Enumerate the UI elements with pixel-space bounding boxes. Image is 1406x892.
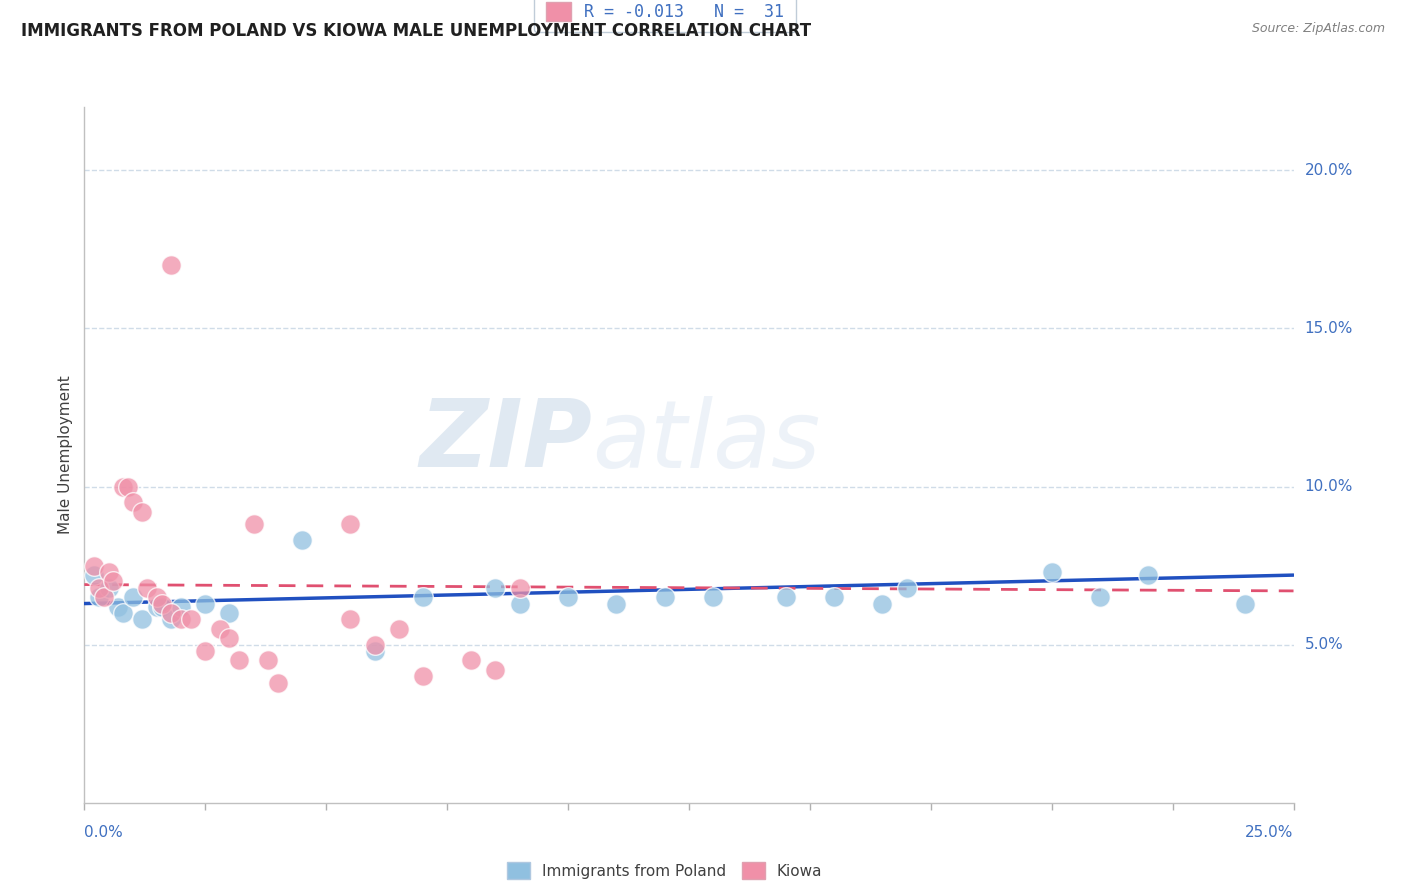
Point	[363, 638, 385, 652]
Point	[1088, 591, 1111, 605]
Point	[194, 644, 217, 658]
Point	[136, 581, 159, 595]
Point	[170, 612, 193, 626]
Point	[194, 597, 217, 611]
Point	[412, 669, 434, 683]
Point	[509, 581, 531, 595]
Text: Source: ZipAtlas.com: Source: ZipAtlas.com	[1251, 22, 1385, 36]
Point	[412, 591, 434, 605]
Point	[388, 622, 411, 636]
Point	[896, 581, 918, 595]
Point	[872, 597, 894, 611]
Text: 0.0%: 0.0%	[84, 825, 124, 840]
Point	[1234, 597, 1257, 611]
Point	[1040, 565, 1063, 579]
Point	[97, 581, 120, 595]
Point	[484, 581, 506, 595]
Text: 15.0%: 15.0%	[1305, 321, 1353, 336]
Point	[131, 505, 153, 519]
Point	[363, 644, 385, 658]
Point	[339, 612, 361, 626]
Text: 25.0%: 25.0%	[1246, 825, 1294, 840]
Point	[702, 591, 724, 605]
Point	[117, 479, 139, 493]
Point	[218, 606, 240, 620]
Point	[267, 675, 290, 690]
Point	[208, 622, 231, 636]
Point	[775, 591, 797, 605]
Point	[557, 591, 579, 605]
Text: 10.0%: 10.0%	[1305, 479, 1353, 494]
Point	[150, 597, 173, 611]
Y-axis label: Male Unemployment: Male Unemployment	[58, 376, 73, 534]
Point	[146, 591, 169, 605]
Text: atlas: atlas	[592, 395, 821, 486]
Point	[107, 599, 129, 614]
Point	[160, 606, 183, 620]
Point	[257, 653, 280, 667]
Text: 5.0%: 5.0%	[1305, 637, 1343, 652]
Point	[160, 258, 183, 272]
Point	[228, 653, 250, 667]
Point	[112, 479, 135, 493]
Point	[121, 591, 143, 605]
Point	[103, 574, 125, 589]
Point	[93, 591, 115, 605]
Point	[160, 612, 183, 626]
Point	[131, 612, 153, 626]
Point	[509, 597, 531, 611]
Point	[291, 533, 314, 548]
Point	[180, 612, 202, 626]
Point	[121, 495, 143, 509]
Point	[170, 599, 193, 614]
Point	[112, 606, 135, 620]
Point	[87, 591, 110, 605]
Text: ZIP: ZIP	[419, 395, 592, 487]
Text: IMMIGRANTS FROM POLAND VS KIOWA MALE UNEMPLOYMENT CORRELATION CHART: IMMIGRANTS FROM POLAND VS KIOWA MALE UNE…	[21, 22, 811, 40]
Point	[97, 565, 120, 579]
Point	[460, 653, 482, 667]
Point	[150, 599, 173, 614]
Legend: Immigrants from Poland, Kiowa: Immigrants from Poland, Kiowa	[501, 855, 828, 886]
Point	[339, 517, 361, 532]
Point	[654, 591, 676, 605]
Point	[146, 599, 169, 614]
Point	[83, 558, 105, 573]
Point	[87, 581, 110, 595]
Point	[242, 517, 264, 532]
Text: 20.0%: 20.0%	[1305, 163, 1353, 178]
Point	[484, 663, 506, 677]
Point	[605, 597, 627, 611]
Point	[83, 568, 105, 582]
Point	[1137, 568, 1160, 582]
Point	[218, 632, 240, 646]
Point	[823, 591, 845, 605]
